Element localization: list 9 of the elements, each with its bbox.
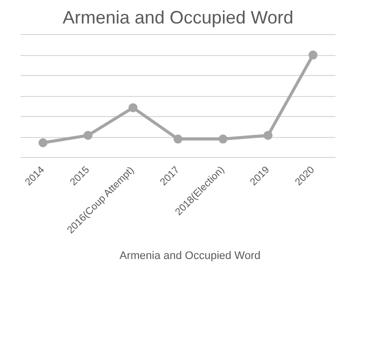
chart-title: Armenia and Occupied Word: [62, 8, 294, 28]
point: [38, 138, 48, 148]
point: [128, 103, 138, 112]
point: [174, 134, 182, 144]
point: [84, 130, 92, 140]
text: Armenia and Occupied Word: [119, 250, 261, 262]
point: [308, 50, 318, 60]
point: [264, 130, 272, 140]
point: [218, 134, 228, 144]
